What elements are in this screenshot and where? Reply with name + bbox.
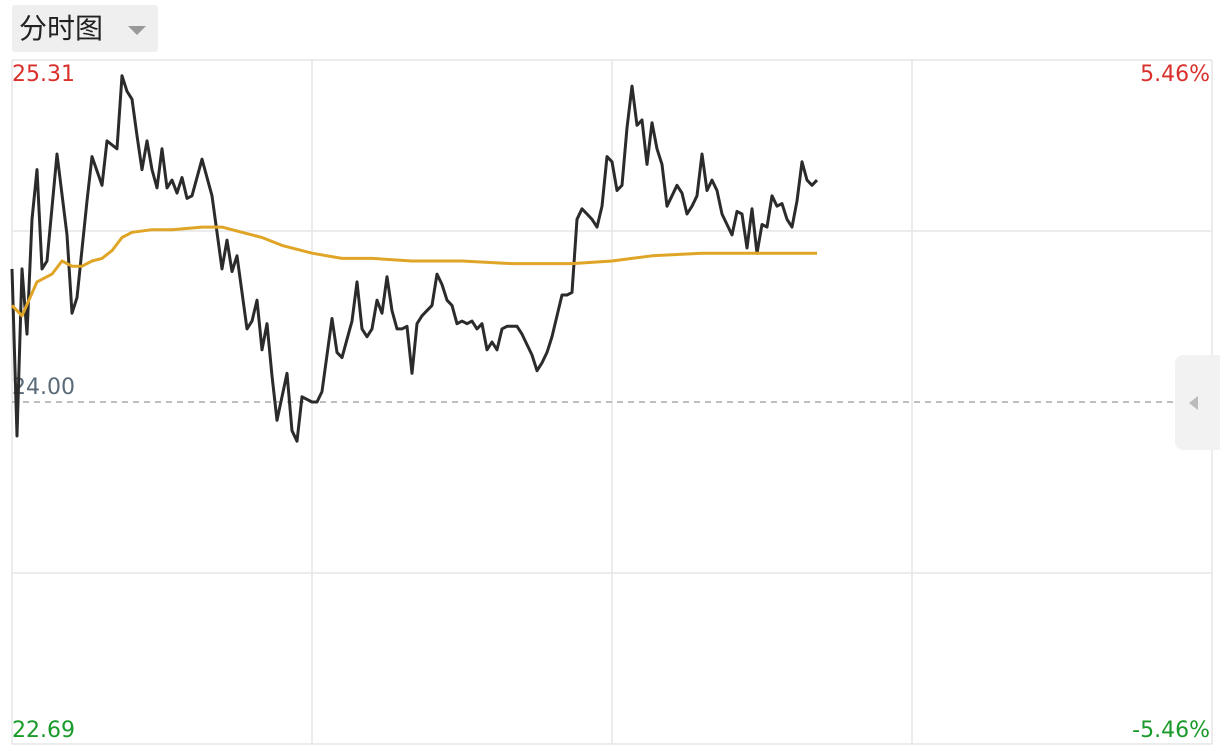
dropdown-arrow[interactable]	[128, 26, 146, 35]
plot: 22.69 24.00 25.31 -5.46% 5.46%	[10, 62, 1210, 743]
button-label[interactable]: 分时图	[19, 12, 103, 45]
side-tab[interactable]	[1175, 355, 1220, 450]
y-tick-label: 25.31	[12, 62, 75, 87]
y2-tick-label: 5.46%	[1140, 62, 1210, 87]
y2-tick-label: -5.46%	[1132, 718, 1210, 743]
chart-type-button[interactable]: 分时图	[12, 5, 158, 52]
button-background[interactable]	[12, 5, 158, 52]
grid	[11, 59, 1213, 745]
side-tab-arrow[interactable]	[1189, 396, 1198, 410]
price-line	[10, 74, 819, 443]
y-tick-label: 22.69	[12, 718, 75, 743]
average-line	[10, 225, 817, 318]
y-tick-label: 24.00	[12, 375, 75, 400]
